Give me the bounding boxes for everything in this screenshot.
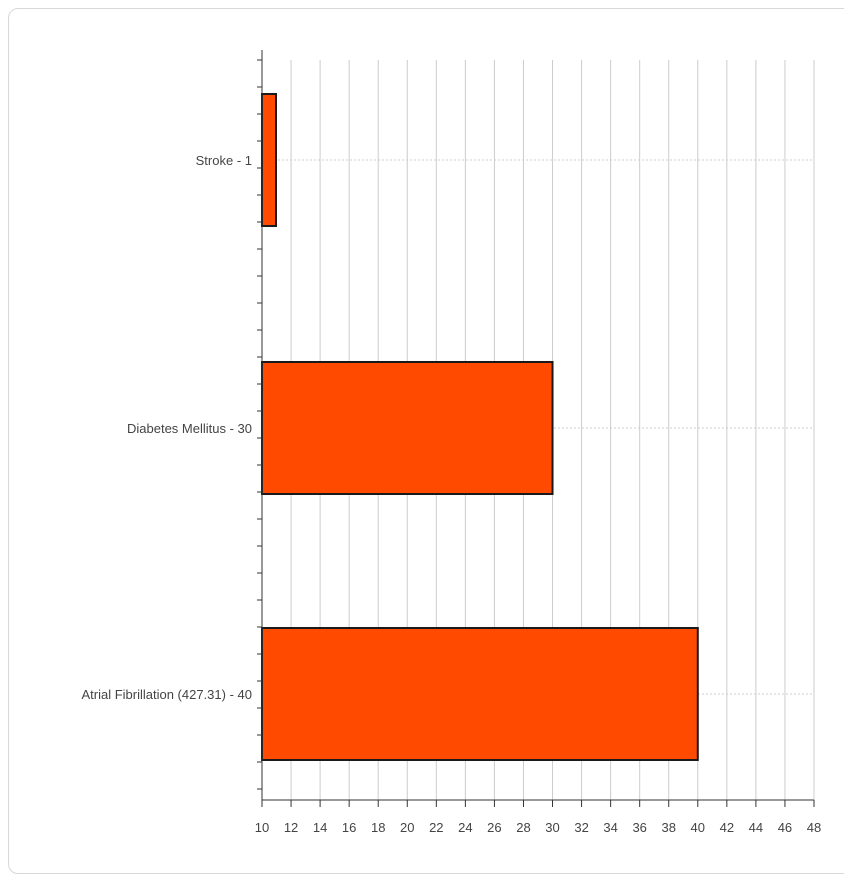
x-tick-label: 18 [371, 820, 385, 835]
x-tick-label: 10 [255, 820, 269, 835]
x-tick-label: 20 [400, 820, 414, 835]
x-tick-label: 26 [487, 820, 501, 835]
x-tick-label: 40 [691, 820, 705, 835]
x-tick-label: 38 [662, 820, 676, 835]
x-tick-label: 24 [458, 820, 472, 835]
x-tick-label: 28 [516, 820, 530, 835]
x-tick-label: 34 [603, 820, 617, 835]
bar[interactable] [261, 361, 554, 495]
category-label: Atrial Fibrillation (427.31) - 40 [81, 687, 252, 702]
x-tick-label: 48 [807, 820, 821, 835]
bar[interactable] [261, 93, 277, 227]
x-tick-label: 12 [284, 820, 298, 835]
labels: 10 12 14 16 18 20 22 24 26 28 30 32 34 36 38 40 42 44 46 48… [81, 153, 821, 835]
x-tick-label: 16 [342, 820, 356, 835]
x-tick-label: 22 [429, 820, 443, 835]
category-label: Diabetes Mellitus - 30 [127, 421, 252, 436]
bars [261, 93, 699, 761]
x-tick-label: 36 [632, 820, 646, 835]
x-tick-label: 42 [720, 820, 734, 835]
bar[interactable] [261, 627, 699, 761]
x-tick-label: 14 [313, 820, 327, 835]
x-tick-label: 32 [574, 820, 588, 835]
category-label: Stroke - 1 [196, 153, 252, 168]
x-tick-label: 44 [749, 820, 763, 835]
x-tick-label: 46 [778, 820, 792, 835]
x-tick-label: 30 [545, 820, 559, 835]
axes [257, 50, 815, 807]
